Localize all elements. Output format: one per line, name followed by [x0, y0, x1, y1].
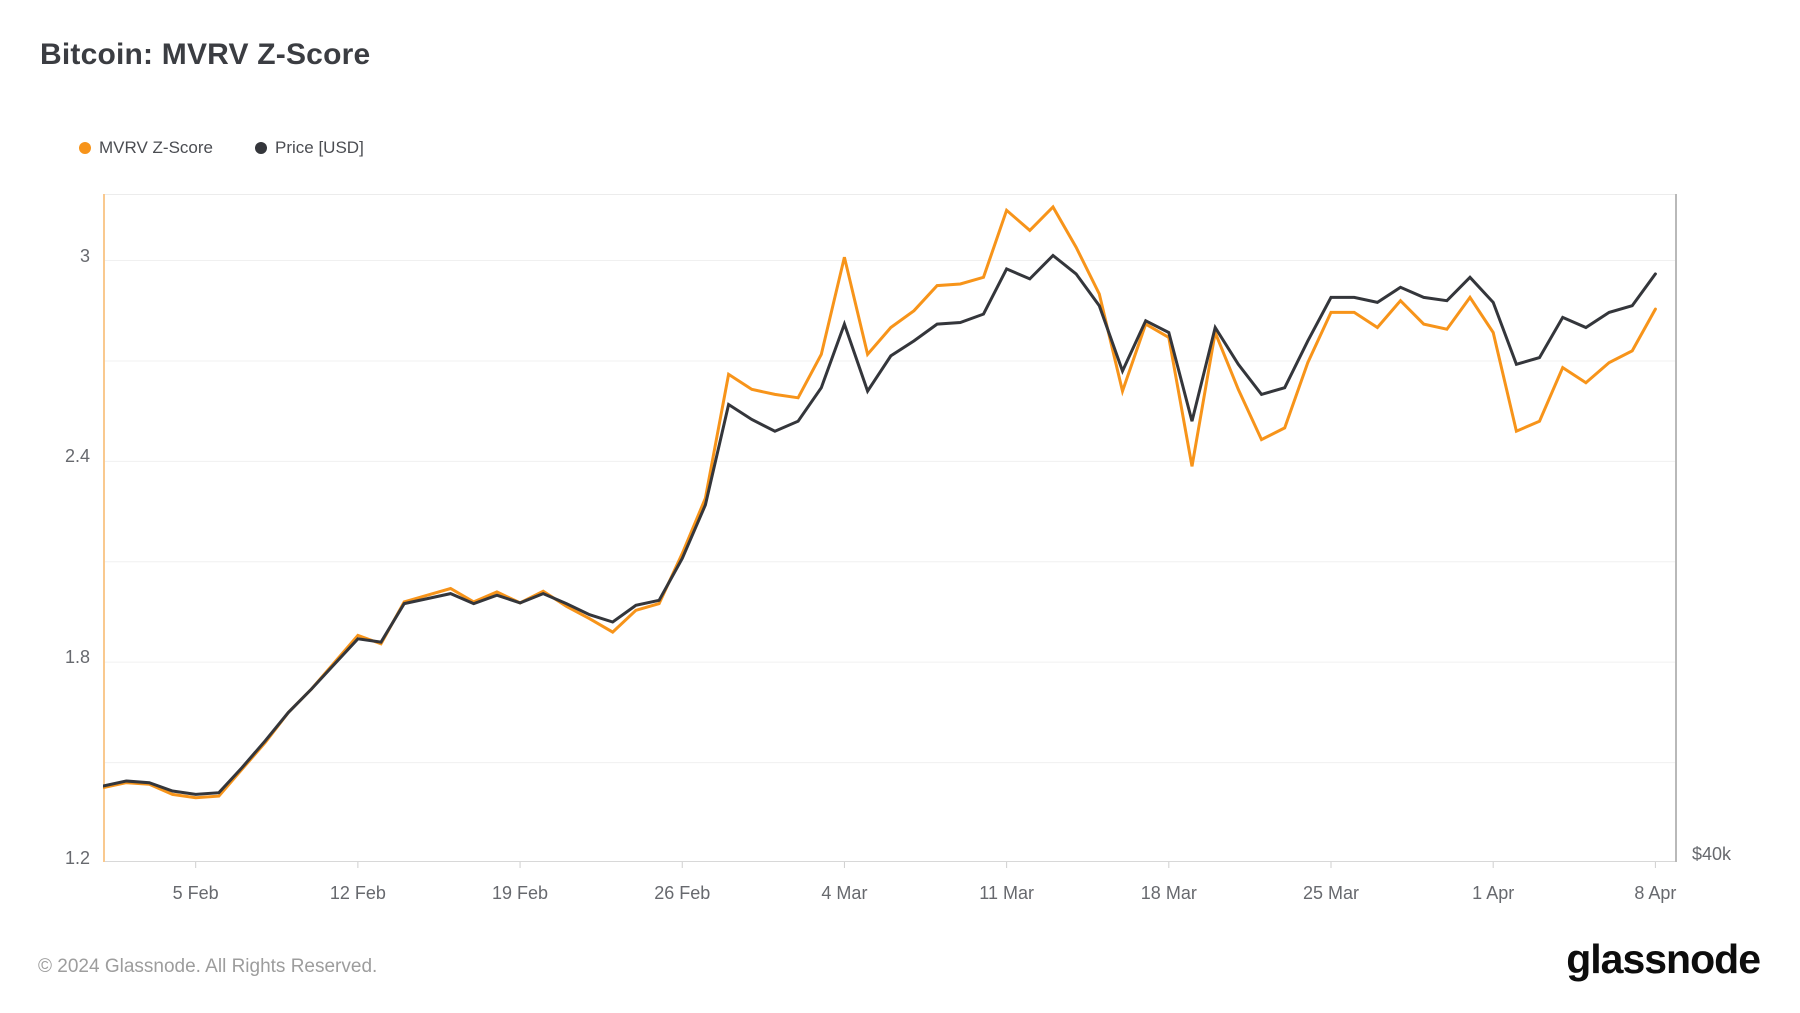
y-axis-tick-label: 1.8 [64, 647, 90, 668]
legend-label: MVRV Z-Score [99, 138, 213, 157]
legend-item-price-usd[interactable]: Price [USD] [255, 138, 364, 158]
price-series-dot-icon [255, 142, 267, 154]
x-axis-tick-label: 19 Feb [492, 883, 549, 903]
legend-item-mvrv-zscore[interactable]: MVRV Z-Score [79, 138, 213, 158]
y-axis-tick-label: 2.4 [64, 446, 90, 467]
x-axis-tick-label: 25 Mar [1302, 883, 1360, 903]
x-axis-tick-label: 12 Feb [329, 883, 386, 903]
y-axis-tick-label: 3 [79, 245, 90, 266]
y-axis-tick-label: 1.2 [64, 848, 90, 868]
copyright-text: © 2024 Glassnode. All Rights Reserved. [38, 956, 378, 977]
x-axis-tick-label: 8 Apr [1634, 883, 1677, 903]
legend-label: Price [USD] [275, 138, 364, 157]
chart-legend: MVRV Z-Score Price [USD] [79, 138, 364, 158]
glassnode-logo[interactable]: glassnode [1566, 936, 1761, 982]
line-chart-canvas[interactable] [101, 194, 1677, 876]
mvrv-series-dot-icon [79, 142, 91, 154]
page-title: Bitcoin: MVRV Z-Score [40, 38, 371, 71]
x-axis-tick-label: 26 Feb [654, 883, 711, 903]
price-axis-label: $40k [1692, 844, 1732, 864]
x-axis-tick-label: 4 Mar [821, 883, 868, 903]
x-axis-tick-label: 18 Mar [1140, 883, 1197, 903]
mvrv-zscore-line[interactable] [101, 204, 1657, 800]
x-axis-tick-label: 1 Apr [1472, 883, 1515, 903]
x-axis-tick-label: 5 Feb [172, 883, 219, 903]
price-usd-line[interactable] [101, 253, 1657, 796]
x-axis-tick-label: 11 Mar [979, 883, 1034, 903]
chart-plot-area[interactable] [101, 194, 1677, 876]
